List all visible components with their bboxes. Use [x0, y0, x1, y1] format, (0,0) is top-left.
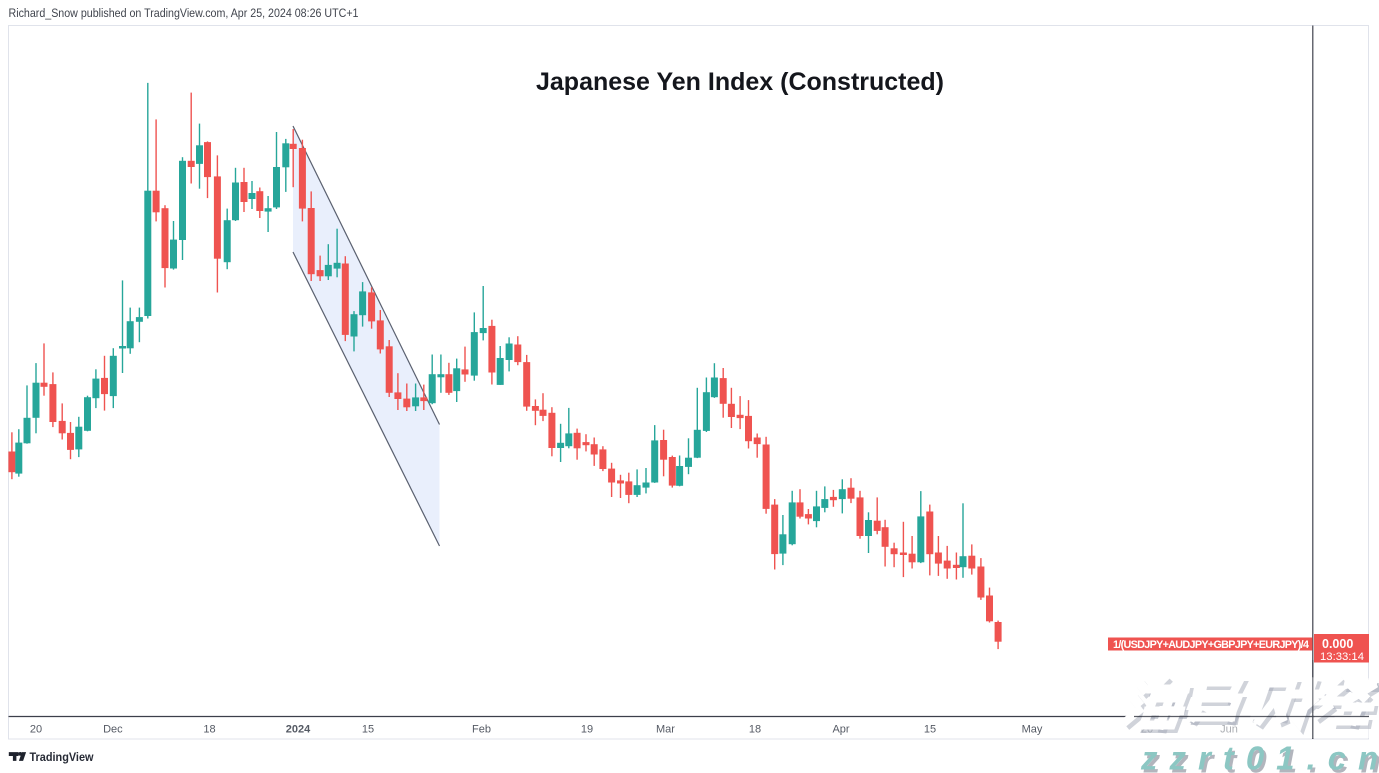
svg-text:Richard_Snow published on Trad: Richard_Snow published on TradingView.co… — [9, 6, 359, 20]
svg-text:15: 15 — [924, 724, 936, 736]
svg-text:20: 20 — [30, 724, 42, 736]
svg-text:2024: 2024 — [286, 724, 311, 736]
svg-text:18: 18 — [203, 724, 215, 736]
svg-text:Dec: Dec — [103, 724, 123, 736]
svg-text:TradingView: TradingView — [30, 750, 95, 764]
svg-text:Japanese Yen Index (Constructe: Japanese Yen Index (Constructed) — [536, 68, 944, 96]
svg-text:Apr: Apr — [832, 724, 849, 736]
svg-text:1/(USDJPY+AUDJPY+GBPJPY+EURJPY: 1/(USDJPY+AUDJPY+GBPJPY+EURJPY)/4 — [1113, 639, 1309, 651]
svg-text:May: May — [1022, 724, 1043, 736]
svg-text:13:33:14: 13:33:14 — [1320, 651, 1364, 663]
svg-text:Mar: Mar — [656, 724, 675, 736]
svg-text:18: 18 — [749, 724, 761, 736]
svg-text:19: 19 — [581, 724, 593, 736]
svg-text:Feb: Feb — [472, 724, 491, 736]
svg-text:15: 15 — [362, 724, 374, 736]
svg-text:zzrt01.cn: zzrt01.cn — [1143, 743, 1379, 773]
svg-text:zzrt01.cn: zzrt01.cn — [1140, 740, 1379, 773]
svg-text:0.000: 0.000 — [1322, 637, 1353, 651]
